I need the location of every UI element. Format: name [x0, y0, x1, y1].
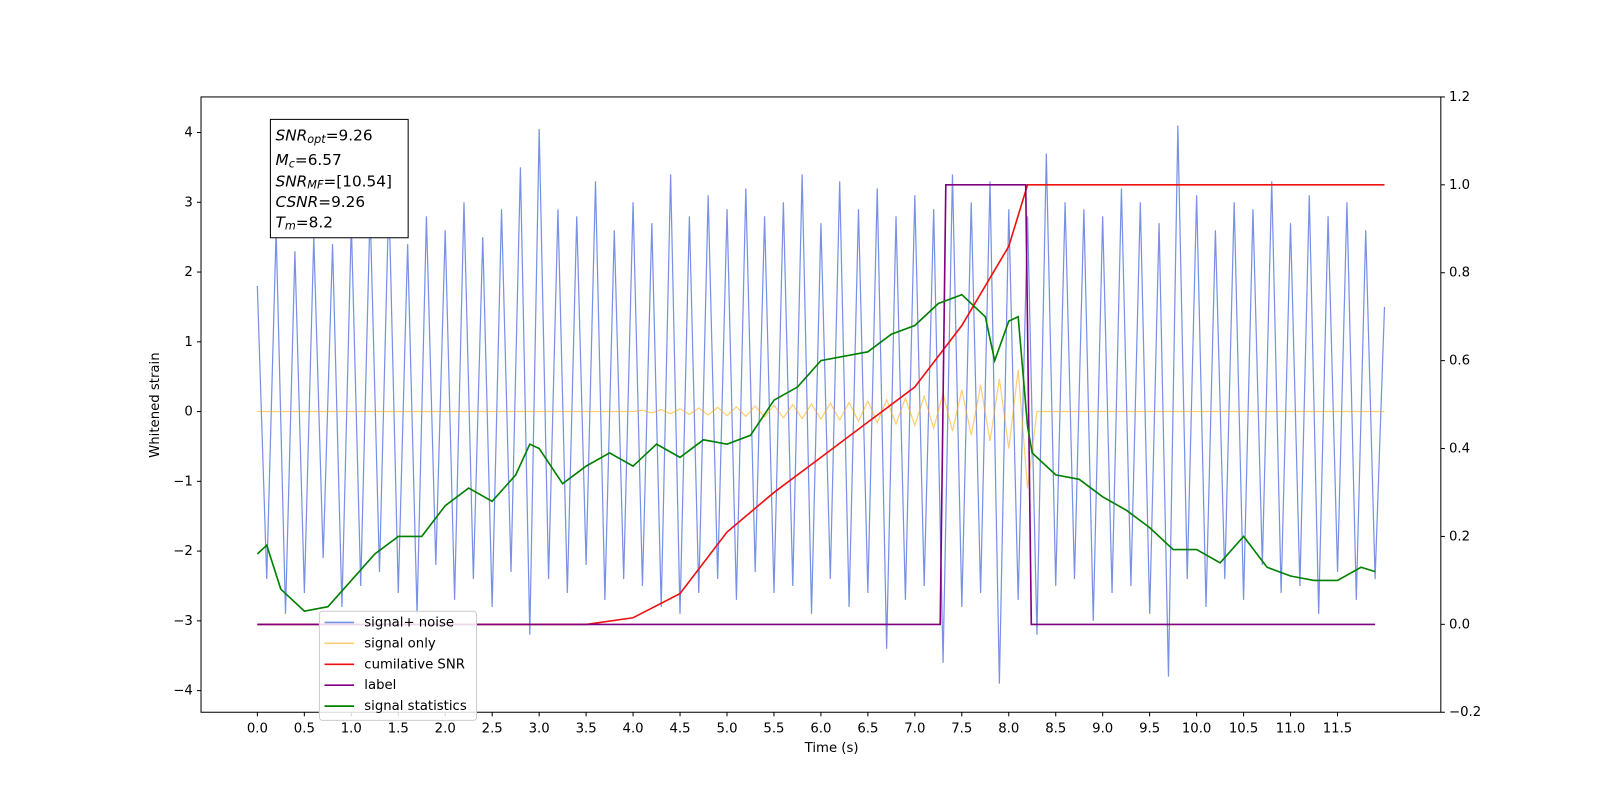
y2-tick-label: 0.8: [1449, 266, 1470, 281]
annotation: Tm=8.2: [276, 213, 333, 233]
y-tick-label: −4: [173, 684, 193, 699]
legend-label: label: [364, 678, 396, 693]
x-tick-label: 3.5: [576, 722, 597, 737]
annotation-symbol: CSNR: [276, 193, 319, 211]
plot-area: [256, 125, 1386, 684]
annotation-box: [269, 118, 409, 239]
x-tick-label: 9.0: [1092, 722, 1113, 737]
y-tick-label: 0: [184, 405, 192, 420]
annotation-subscript: opt: [307, 133, 326, 146]
x-tick-label: 7.0: [904, 722, 925, 737]
y-tick-label: −2: [173, 544, 193, 559]
series-line: [256, 293, 1376, 613]
x-tick-label: 5.5: [763, 722, 784, 737]
annotation: Mc=6.57: [276, 151, 342, 171]
x-tick-label: 11.5: [1323, 722, 1353, 737]
series-line: [256, 125, 1386, 684]
annotation: SNRopt=9.26: [276, 126, 373, 146]
annotation-value: =6.57: [295, 151, 342, 169]
x-tick-label: 8.0: [998, 722, 1019, 737]
x-tick-label: 4.5: [669, 722, 690, 737]
annotation-value: =9.26: [318, 193, 365, 211]
annotation-value: =[10.54]: [323, 172, 392, 190]
x-tick-label: 10.5: [1229, 722, 1259, 737]
legend-label: signal+ noise: [364, 615, 454, 630]
x-tick-label: 3.0: [529, 722, 550, 737]
x-tick-label: 4.0: [623, 722, 644, 737]
x-tick-label: 5.0: [716, 722, 737, 737]
series-line: [257, 369, 1385, 489]
y-tick-label: 2: [184, 265, 192, 280]
x-tick-label: 7.5: [951, 722, 972, 737]
y2-tick-label: 0.6: [1449, 354, 1470, 369]
y2-tick-label: 1.2: [1449, 90, 1470, 105]
y2-tick-label: 0.4: [1449, 442, 1470, 457]
x-tick-label: 11.0: [1276, 722, 1306, 737]
y2-tick-label: 0.2: [1449, 529, 1470, 544]
x-axis-label: Time (s): [804, 741, 859, 756]
legend-label: signal only: [364, 636, 436, 651]
annotation-subscript: m: [285, 220, 296, 233]
y2-tick-label: 0.0: [1449, 617, 1470, 632]
annotation-symbol: T: [276, 213, 287, 231]
y-tick-label: 1: [184, 335, 192, 350]
x-tick-label: 1.5: [388, 722, 409, 737]
y-axis-label: Whitened strain: [148, 352, 163, 457]
annotation-value: =8.2: [296, 213, 333, 231]
annotation-symbol: M: [276, 151, 289, 169]
legend-box: [318, 610, 478, 721]
x-tick-label: 2.0: [435, 722, 456, 737]
legend-label: signal statistics: [364, 699, 467, 714]
x-tick-label: 6.5: [857, 722, 878, 737]
y-tick-label: −3: [173, 614, 193, 629]
x-tick-label: 6.0: [810, 722, 831, 737]
x-tick-label: 0.0: [247, 722, 268, 737]
x-tick-label: 2.5: [482, 722, 503, 737]
annotation-symbol: SNR: [276, 172, 308, 190]
x-tick-label: 0.5: [294, 722, 315, 737]
y-tick-label: 3: [184, 195, 192, 210]
annotation: SNRMF=[10.54]: [276, 172, 392, 192]
x-tick-label: 10.0: [1182, 722, 1212, 737]
y-tick-label: −1: [173, 474, 193, 489]
annotation-subscript: MF: [307, 179, 324, 192]
series-line: [257, 183, 1385, 626]
x-tick-label: 8.5: [1045, 722, 1066, 737]
y-tick-label: 4: [184, 126, 192, 141]
x-tick-label: 9.5: [1139, 722, 1160, 737]
y2-tick-label: −0.2: [1449, 705, 1481, 720]
annotation-value: =9.26: [326, 126, 373, 144]
annotation-subscript: c: [289, 157, 296, 170]
x-tick-label: 1.0: [341, 722, 362, 737]
legend-label: cumilative SNR: [364, 657, 465, 672]
annotation: CSNR=9.26: [276, 193, 366, 211]
series-line: [257, 183, 1376, 626]
annotation-symbol: SNR: [276, 126, 308, 144]
y2-tick-label: 1.0: [1449, 178, 1470, 193]
